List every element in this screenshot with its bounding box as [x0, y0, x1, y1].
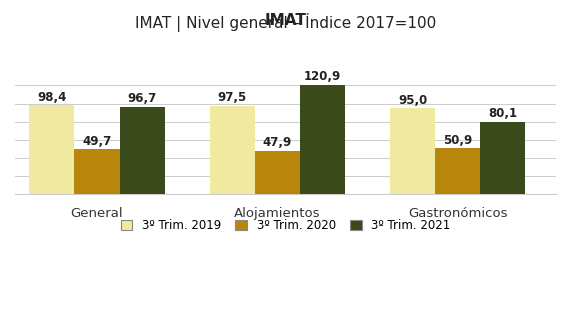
Bar — [74, 149, 119, 194]
Text: 47,9: 47,9 — [263, 136, 292, 149]
Bar — [390, 108, 435, 194]
Bar — [29, 105, 74, 194]
Text: IMAT | Nivel general – Índice 2017=100: IMAT | Nivel general – Índice 2017=100 — [135, 13, 436, 32]
Bar — [300, 85, 345, 194]
Legend: 3º Trim. 2019, 3º Trim. 2020, 3º Trim. 2021: 3º Trim. 2019, 3º Trim. 2020, 3º Trim. 2… — [120, 219, 451, 232]
Text: 50,9: 50,9 — [443, 134, 472, 147]
Bar — [480, 122, 525, 194]
Bar — [210, 106, 255, 194]
Text: 80,1: 80,1 — [488, 107, 517, 120]
Bar — [119, 106, 164, 194]
Text: 98,4: 98,4 — [37, 91, 67, 104]
Text: 95,0: 95,0 — [398, 94, 427, 107]
Text: IMAT: IMAT — [264, 13, 307, 27]
Text: 49,7: 49,7 — [82, 135, 111, 148]
Text: 120,9: 120,9 — [304, 70, 341, 83]
Bar — [435, 148, 480, 194]
Text: 97,5: 97,5 — [218, 91, 247, 105]
Text: 96,7: 96,7 — [127, 92, 156, 105]
Bar — [255, 151, 300, 194]
